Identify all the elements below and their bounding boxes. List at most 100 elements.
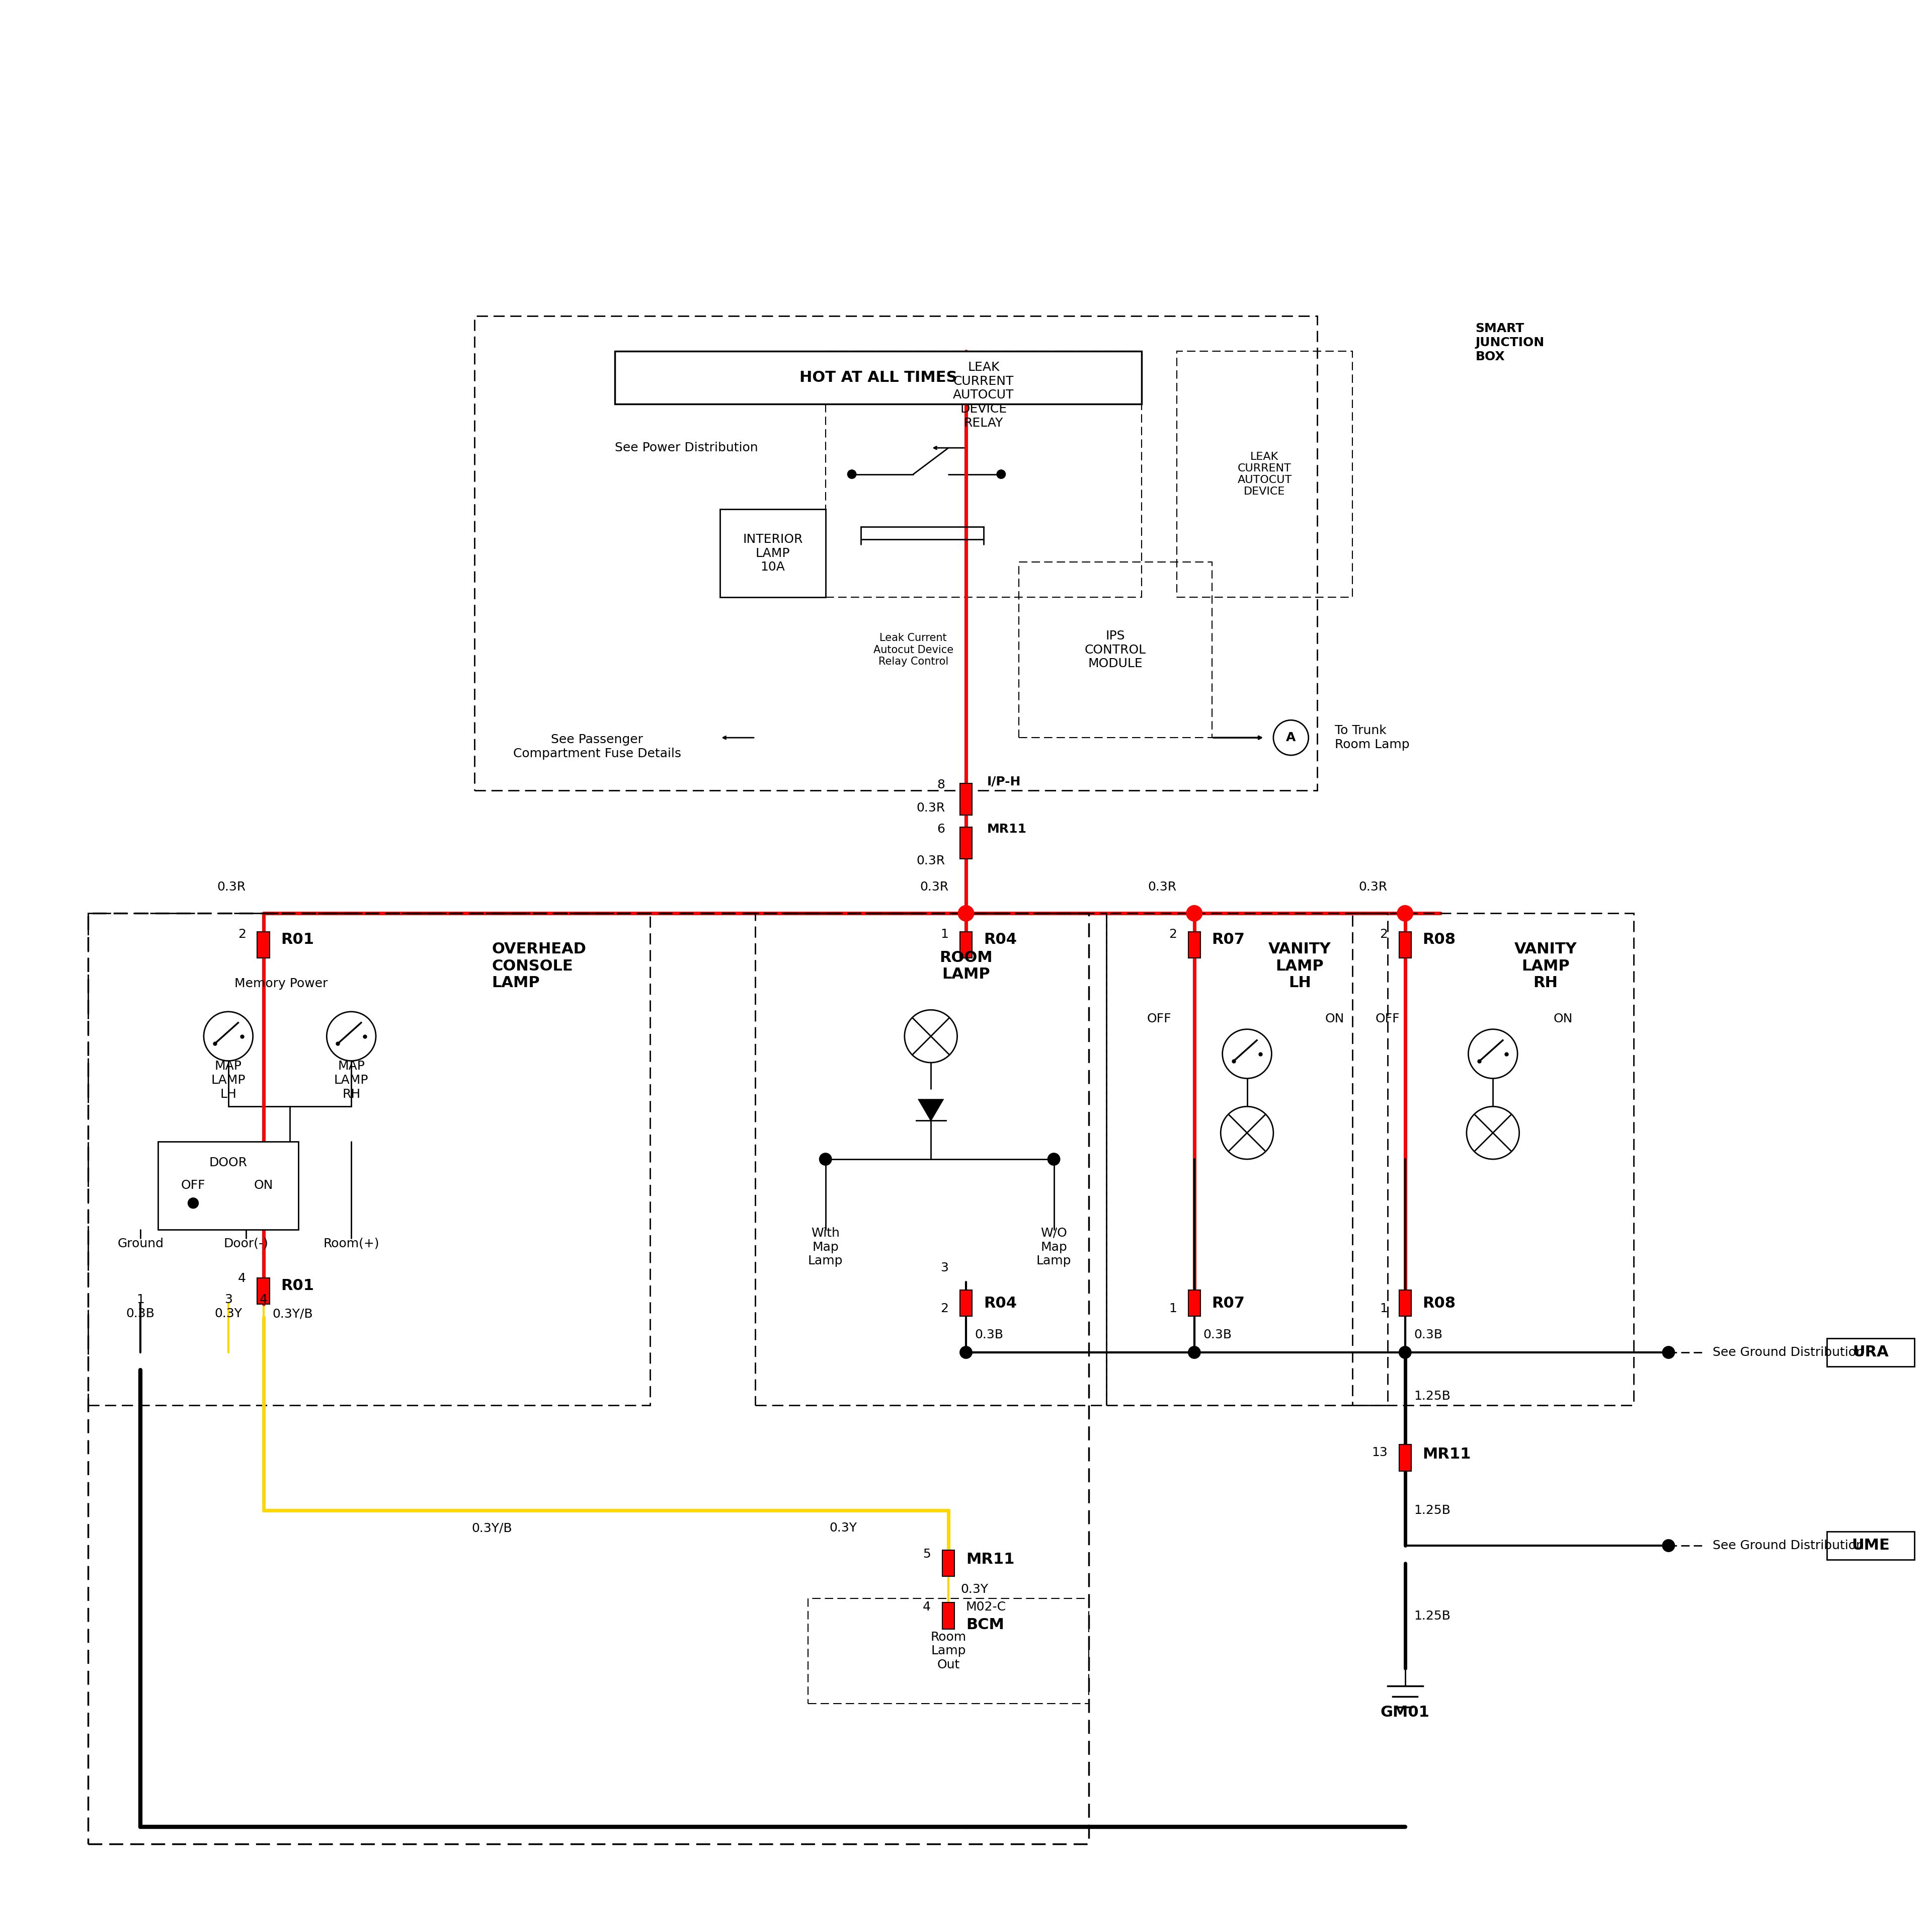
Circle shape (1273, 721, 1308, 755)
Text: R04: R04 (983, 933, 1016, 947)
Text: 0.3Y/B: 0.3Y/B (471, 1522, 512, 1534)
Text: I/P-H: I/P-H (987, 775, 1020, 788)
Text: 5: 5 (923, 1548, 931, 1561)
Text: 0.3R: 0.3R (216, 881, 245, 893)
Bar (1399, 1291, 1410, 1316)
Text: 0.3B: 0.3B (976, 1329, 1003, 1341)
Text: INTERIOR
LAMP
10A: INTERIOR LAMP 10A (742, 533, 804, 574)
Bar (87, 914, 649, 1405)
Text: 1: 1 (1379, 1302, 1387, 1314)
Text: 0.3B: 0.3B (1204, 1329, 1233, 1341)
Text: With
Map
Lamp: With Map Lamp (808, 1227, 842, 1267)
Text: R08: R08 (1422, 933, 1457, 947)
Circle shape (187, 1198, 199, 1208)
Text: ON: ON (1553, 1012, 1573, 1024)
Polygon shape (918, 1099, 943, 1121)
Circle shape (1186, 906, 1202, 922)
Bar (473, 317, 1318, 790)
Circle shape (1223, 1030, 1271, 1078)
Text: 0.3Y: 0.3Y (829, 1522, 858, 1534)
Circle shape (1188, 1347, 1200, 1358)
Text: 2: 2 (238, 929, 245, 941)
Text: 2: 2 (1169, 929, 1177, 941)
Bar (960, 827, 972, 860)
Text: 3: 3 (941, 1262, 949, 1273)
Bar (1826, 1532, 1915, 1559)
Circle shape (1399, 1347, 1410, 1358)
Text: R01: R01 (280, 1279, 315, 1293)
Bar (943, 1604, 954, 1629)
Text: 1.25B: 1.25B (1414, 1505, 1451, 1517)
Text: 4: 4 (238, 1273, 245, 1285)
Text: Ground: Ground (118, 1238, 164, 1250)
Text: VANITY
LAMP
LH: VANITY LAMP LH (1269, 941, 1331, 991)
Text: BCM: BCM (966, 1617, 1005, 1633)
Text: GM01: GM01 (1381, 1706, 1430, 1719)
Text: 0.3Y: 0.3Y (960, 1584, 989, 1596)
Text: UME: UME (1851, 1538, 1889, 1553)
Text: OVERHEAD
CONSOLE
LAMP: OVERHEAD CONSOLE LAMP (493, 941, 585, 991)
Circle shape (958, 906, 974, 922)
Text: See Ground Distribution: See Ground Distribution (1712, 1347, 1864, 1358)
Text: 6: 6 (937, 823, 945, 835)
Bar (960, 1291, 972, 1316)
Text: DOOR: DOOR (209, 1157, 247, 1169)
Text: 0.3B: 0.3B (126, 1308, 155, 1320)
Text: Leak Current
Autocut Device
Relay Control: Leak Current Autocut Device Relay Contro… (873, 634, 952, 667)
Text: Room
Lamp
Out: Room Lamp Out (931, 1631, 966, 1671)
Circle shape (997, 469, 1005, 479)
Text: 2: 2 (941, 1302, 949, 1314)
Text: URA: URA (1853, 1345, 1889, 1360)
Text: OFF: OFF (182, 1180, 205, 1192)
Text: MR11: MR11 (987, 823, 1026, 835)
Text: 4: 4 (923, 1602, 931, 1613)
Bar (960, 931, 972, 958)
Text: See Ground Distribution: See Ground Distribution (1712, 1540, 1864, 1551)
Bar (755, 914, 1107, 1405)
Text: 3: 3 (224, 1294, 232, 1306)
Text: See Power Distribution: See Power Distribution (614, 442, 757, 454)
Text: M02-C: M02-C (966, 1602, 1007, 1613)
Bar (1188, 1291, 1200, 1316)
Text: 1: 1 (1169, 1302, 1177, 1314)
Text: 4: 4 (259, 1294, 267, 1306)
Text: LEAK
CURRENT
AUTOCUT
DEVICE: LEAK CURRENT AUTOCUT DEVICE (1236, 452, 1293, 497)
Text: Door(-): Door(-) (224, 1238, 269, 1250)
Circle shape (960, 1347, 972, 1358)
Circle shape (1662, 1347, 1675, 1358)
Text: 1: 1 (941, 929, 949, 941)
Text: VANITY
LAMP
RH: VANITY LAMP RH (1515, 941, 1577, 991)
Bar (1107, 914, 1387, 1405)
Text: 0.3R: 0.3R (1358, 881, 1387, 893)
Text: ON: ON (1325, 1012, 1345, 1024)
Bar (1177, 352, 1352, 597)
Text: HOT AT ALL TIMES: HOT AT ALL TIMES (800, 371, 956, 384)
Text: 1.25B: 1.25B (1414, 1609, 1451, 1621)
Text: ON: ON (253, 1180, 272, 1192)
Circle shape (1468, 1030, 1517, 1078)
Circle shape (203, 1012, 253, 1061)
Text: W/O
Map
Lamp: W/O Map Lamp (1036, 1227, 1072, 1267)
Text: 1.25B: 1.25B (1414, 1391, 1451, 1403)
Text: Room(+): Room(+) (323, 1238, 379, 1250)
Circle shape (1047, 1153, 1061, 1165)
Text: 0.3Y/B: 0.3Y/B (272, 1308, 313, 1320)
Text: IPS
CONTROL
MODULE: IPS CONTROL MODULE (1084, 630, 1146, 670)
Bar (158, 1142, 299, 1229)
Text: 0.3R: 0.3R (916, 854, 945, 867)
Text: R08: R08 (1422, 1296, 1457, 1310)
Text: MR11: MR11 (966, 1551, 1014, 1567)
Text: R07: R07 (1211, 933, 1244, 947)
Text: 2: 2 (1379, 929, 1387, 941)
Bar (614, 352, 1142, 404)
Text: SMART
JUNCTION
BOX: SMART JUNCTION BOX (1476, 323, 1544, 363)
Bar (1352, 914, 1633, 1405)
Circle shape (904, 1010, 956, 1063)
Text: To Trunk
Room Lamp: To Trunk Room Lamp (1335, 725, 1410, 752)
Bar (1826, 1339, 1915, 1366)
Text: 0.3R: 0.3R (916, 802, 945, 813)
Circle shape (1397, 906, 1412, 922)
Circle shape (1221, 1107, 1273, 1159)
Bar (1399, 1445, 1410, 1470)
Circle shape (1662, 1540, 1675, 1551)
